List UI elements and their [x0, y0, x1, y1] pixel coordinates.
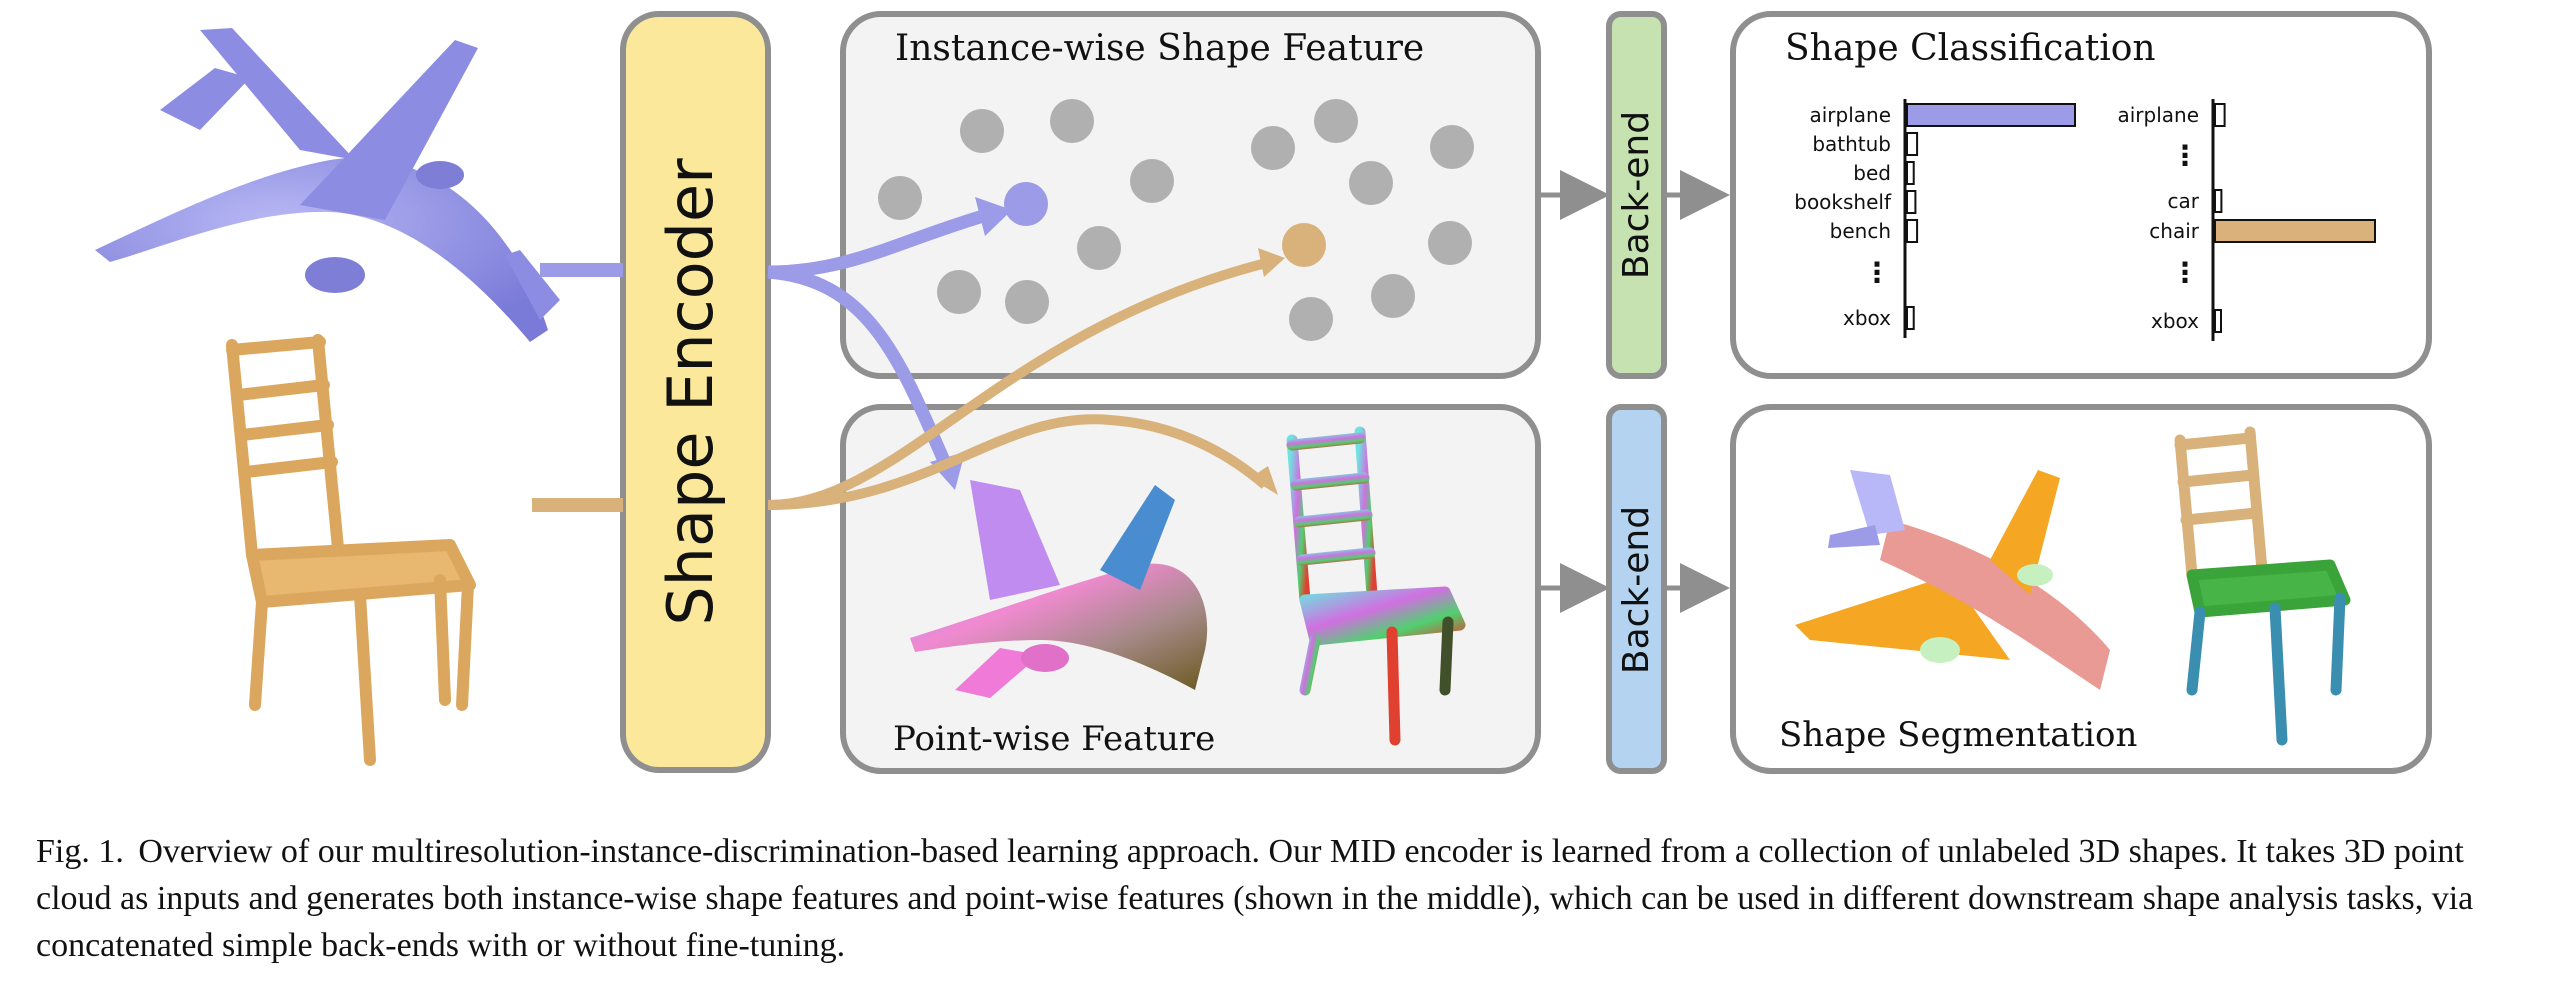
backend-bottom-block: Back-end	[1606, 404, 1667, 774]
chair-instance-flow	[767, 257, 1272, 510]
backend-top-label: Back-end	[1616, 111, 1657, 279]
chart-bar	[1906, 219, 1919, 243]
chart-bar	[2214, 219, 2376, 243]
input-chair-pointcloud	[226, 334, 476, 766]
caption-label: Fig. 1.	[36, 833, 124, 870]
segmentation-panel: Shape Segmentation	[1730, 404, 2432, 774]
chart-category-label: bench	[1830, 219, 1891, 243]
feature-dots-cluster-left	[878, 99, 1174, 324]
chart-ellipsis: ⋮	[2171, 256, 2199, 289]
instance-feature-panel: Instance-wise Shape Feature	[840, 11, 1541, 379]
chart-category-label: bathtub	[1812, 132, 1891, 156]
airplane-instance-arrowhead	[975, 197, 1012, 236]
chart-bar	[2214, 103, 2226, 127]
chart-category-label: bookshelf	[1794, 190, 1892, 214]
classification-chart-chair: airplane ⋮ car chair ⋮ xbox	[2117, 99, 2376, 341]
segmentation-title: Shape Segmentation	[1779, 715, 2137, 755]
chart-category-label: bed	[1853, 161, 1891, 185]
point-feature-panel: Point-wise Feature	[840, 404, 1541, 774]
chart-bar	[1906, 161, 1915, 185]
instance-feature-title: Instance-wise Shape Feature	[895, 28, 1424, 69]
airplane-feature-dot	[1004, 182, 1048, 226]
chart-ellipsis: ⋮	[2171, 139, 2199, 172]
point-feature-title: Point-wise Feature	[893, 719, 1215, 759]
backend-top-block: Back-end	[1606, 11, 1667, 379]
classification-panel: Shape Classification airplane bathtub bed b…	[1730, 11, 2432, 379]
chart-bar	[1906, 306, 1915, 330]
pipeline-diagram: Shape Encoder Instance-wise Shape Featur…	[95, 11, 2432, 774]
input-airplane-pointcloud	[95, 28, 560, 342]
caption-text: Overview of our multiresolution-instance…	[36, 833, 2474, 964]
classification-title: Shape Classification	[1785, 28, 2156, 69]
chart-bar	[2214, 309, 2222, 333]
chart-bar	[2214, 189, 2223, 213]
shape-encoder-block: Shape Encoder	[620, 11, 771, 773]
pointwise-airplane	[910, 480, 1208, 698]
chair-feature-dot	[1282, 223, 1326, 267]
chart-bar	[1906, 132, 1919, 156]
classification-chart-airplane: airplane bathtub bed bookshelf bench ⋮ xbox	[1794, 99, 2076, 338]
chart-category-label: airplane	[1809, 103, 1891, 127]
chart-category-label: car	[2168, 189, 2200, 213]
chart-category-label: airplane	[2117, 103, 2199, 127]
chart-ellipsis: ⋮	[1863, 256, 1891, 289]
shape-encoder-label: Shape Encoder	[654, 158, 727, 626]
chair-point-flow	[767, 414, 1269, 510]
backend-bottom-label: Back-end	[1616, 506, 1657, 674]
feature-dots-cluster-right	[1251, 99, 1474, 341]
pointwise-chair	[1286, 426, 1466, 746]
chart-category-label: chair	[2149, 219, 2199, 243]
chair-point-arrowhead	[1250, 466, 1278, 495]
segmented-chair	[2174, 426, 2351, 746]
figure-caption: Fig. 1. Overview of our multiresolution-…	[36, 828, 2526, 969]
chart-bar	[1906, 103, 2076, 127]
chart-category-label: xbox	[2151, 309, 2199, 333]
chart-bar	[1906, 190, 1917, 214]
segmented-airplane	[1795, 470, 2110, 690]
chart-category-label: xbox	[1843, 306, 1891, 330]
chair-instance-arrowhead	[1258, 248, 1285, 277]
